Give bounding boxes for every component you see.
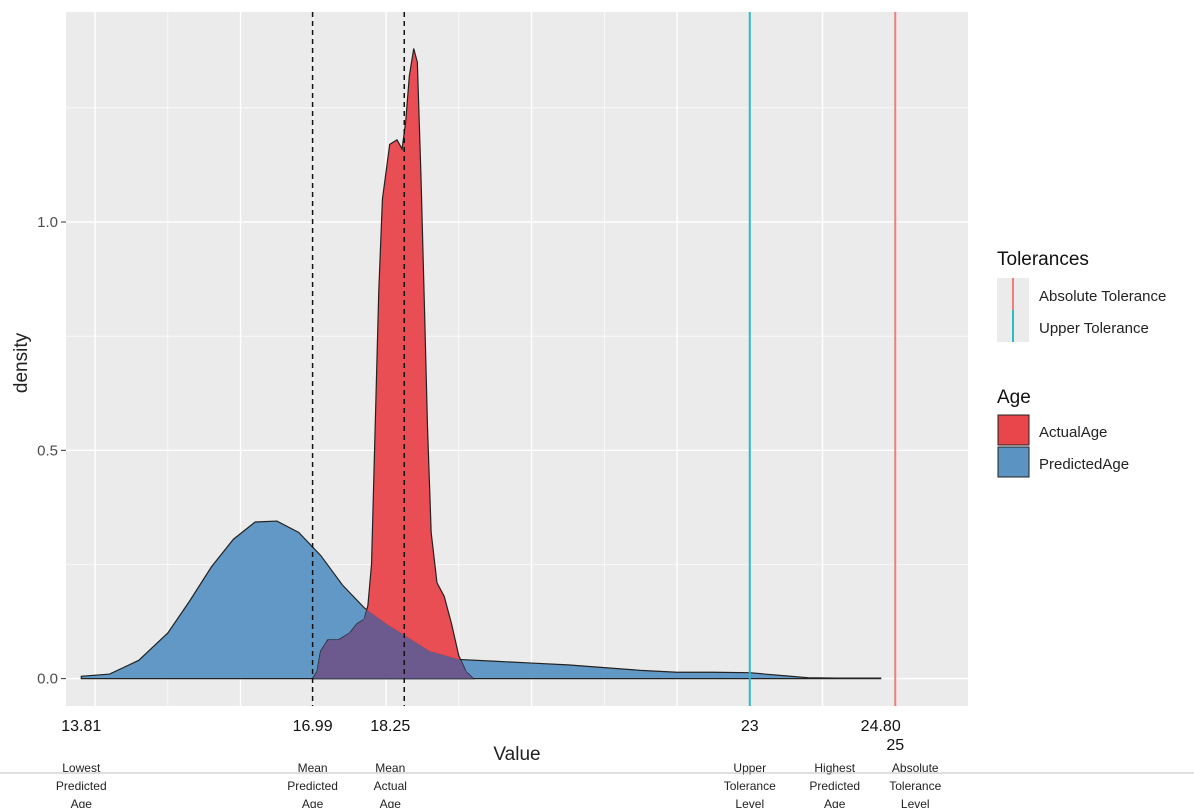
annotation-label-line: Mean (298, 761, 328, 775)
annotation-label-line: Actual (374, 779, 407, 793)
annotation-value: 25 (886, 737, 904, 754)
annotation-label-line: Highest (814, 761, 855, 775)
density-areas (80, 48, 882, 680)
y-axis-title: density (11, 332, 32, 393)
legend-tolerances-title: Tolerances (997, 249, 1089, 270)
annotation-label-line: Predicted (287, 779, 338, 793)
annotation-label-line: Predicted (56, 779, 107, 793)
annotation-label-line: Tolerance (889, 779, 941, 793)
legend-age-title: Age (997, 387, 1031, 408)
legend-age: Age ActualAge PredictedAge (997, 387, 1129, 478)
annotation-24-80: 24.80 Highest Predicted Age (809, 718, 900, 808)
annotation-16-99: 16.99 Mean Predicted Age (287, 718, 338, 808)
annotation-label-line: Level (901, 797, 930, 808)
legend-key-predicted-age (997, 446, 1030, 478)
legend-label-predicted-age: PredictedAge (1039, 456, 1129, 473)
annotation-23: 23 Upper Tolerance Level (724, 718, 776, 808)
annotation-label-line: Age (302, 797, 324, 808)
annotation-25: 25 Absolute Tolerance Level (886, 737, 941, 808)
annotation-label-line: Absolute (892, 761, 939, 775)
density-overlap (312, 609, 474, 679)
annotation-label-line: Tolerance (724, 779, 776, 793)
x-annotations: 13.81 Lowest Predicted Age 16.99 Mean Predicte… (56, 718, 942, 808)
annotation-label-line: Age (380, 797, 402, 808)
legend-key-absolute-tolerance (997, 278, 1029, 310)
y-axis-ticks: 0.0 0.5 1.0 (37, 214, 66, 688)
legend-key-actual-age (997, 414, 1030, 446)
legend-label-upper-tolerance: Upper Tolerance (1039, 320, 1149, 337)
annotation-label-line: Upper (733, 761, 766, 775)
y-tick-label: 0.5 (37, 442, 58, 459)
annotation-value: 24.80 (861, 718, 901, 735)
annotation-label-line: Level (735, 797, 764, 808)
annotation-label-line: Lowest (62, 761, 101, 775)
annotation-18-25: 18.25 Mean Actual Age (370, 718, 410, 808)
annotation-label-line: Age (824, 797, 846, 808)
annotation-label-line: Mean (375, 761, 405, 775)
x-axis-title: Value (493, 744, 540, 765)
annotation-13-81: 13.81 Lowest Predicted Age (56, 718, 107, 808)
legend-label-absolute-tolerance: Absolute Tolerance (1039, 288, 1166, 305)
reference-lines (311, 12, 897, 706)
annotation-value: 16.99 (293, 718, 333, 735)
annotation-label-line: Age (71, 797, 93, 808)
y-tick-label: 0.0 (37, 671, 58, 688)
y-tick-label: 1.0 (37, 214, 58, 231)
legend-label-actual-age: ActualAge (1039, 424, 1107, 441)
annotation-value: 18.25 (370, 718, 410, 735)
legend-tolerances: Tolerances Absolute Tolerance Upper Tole… (997, 249, 1166, 342)
annotation-label-line: Predicted (809, 779, 860, 793)
legend-key-upper-tolerance (997, 310, 1029, 342)
annotation-value: 13.81 (61, 718, 101, 735)
annotation-value: 23 (741, 718, 759, 735)
